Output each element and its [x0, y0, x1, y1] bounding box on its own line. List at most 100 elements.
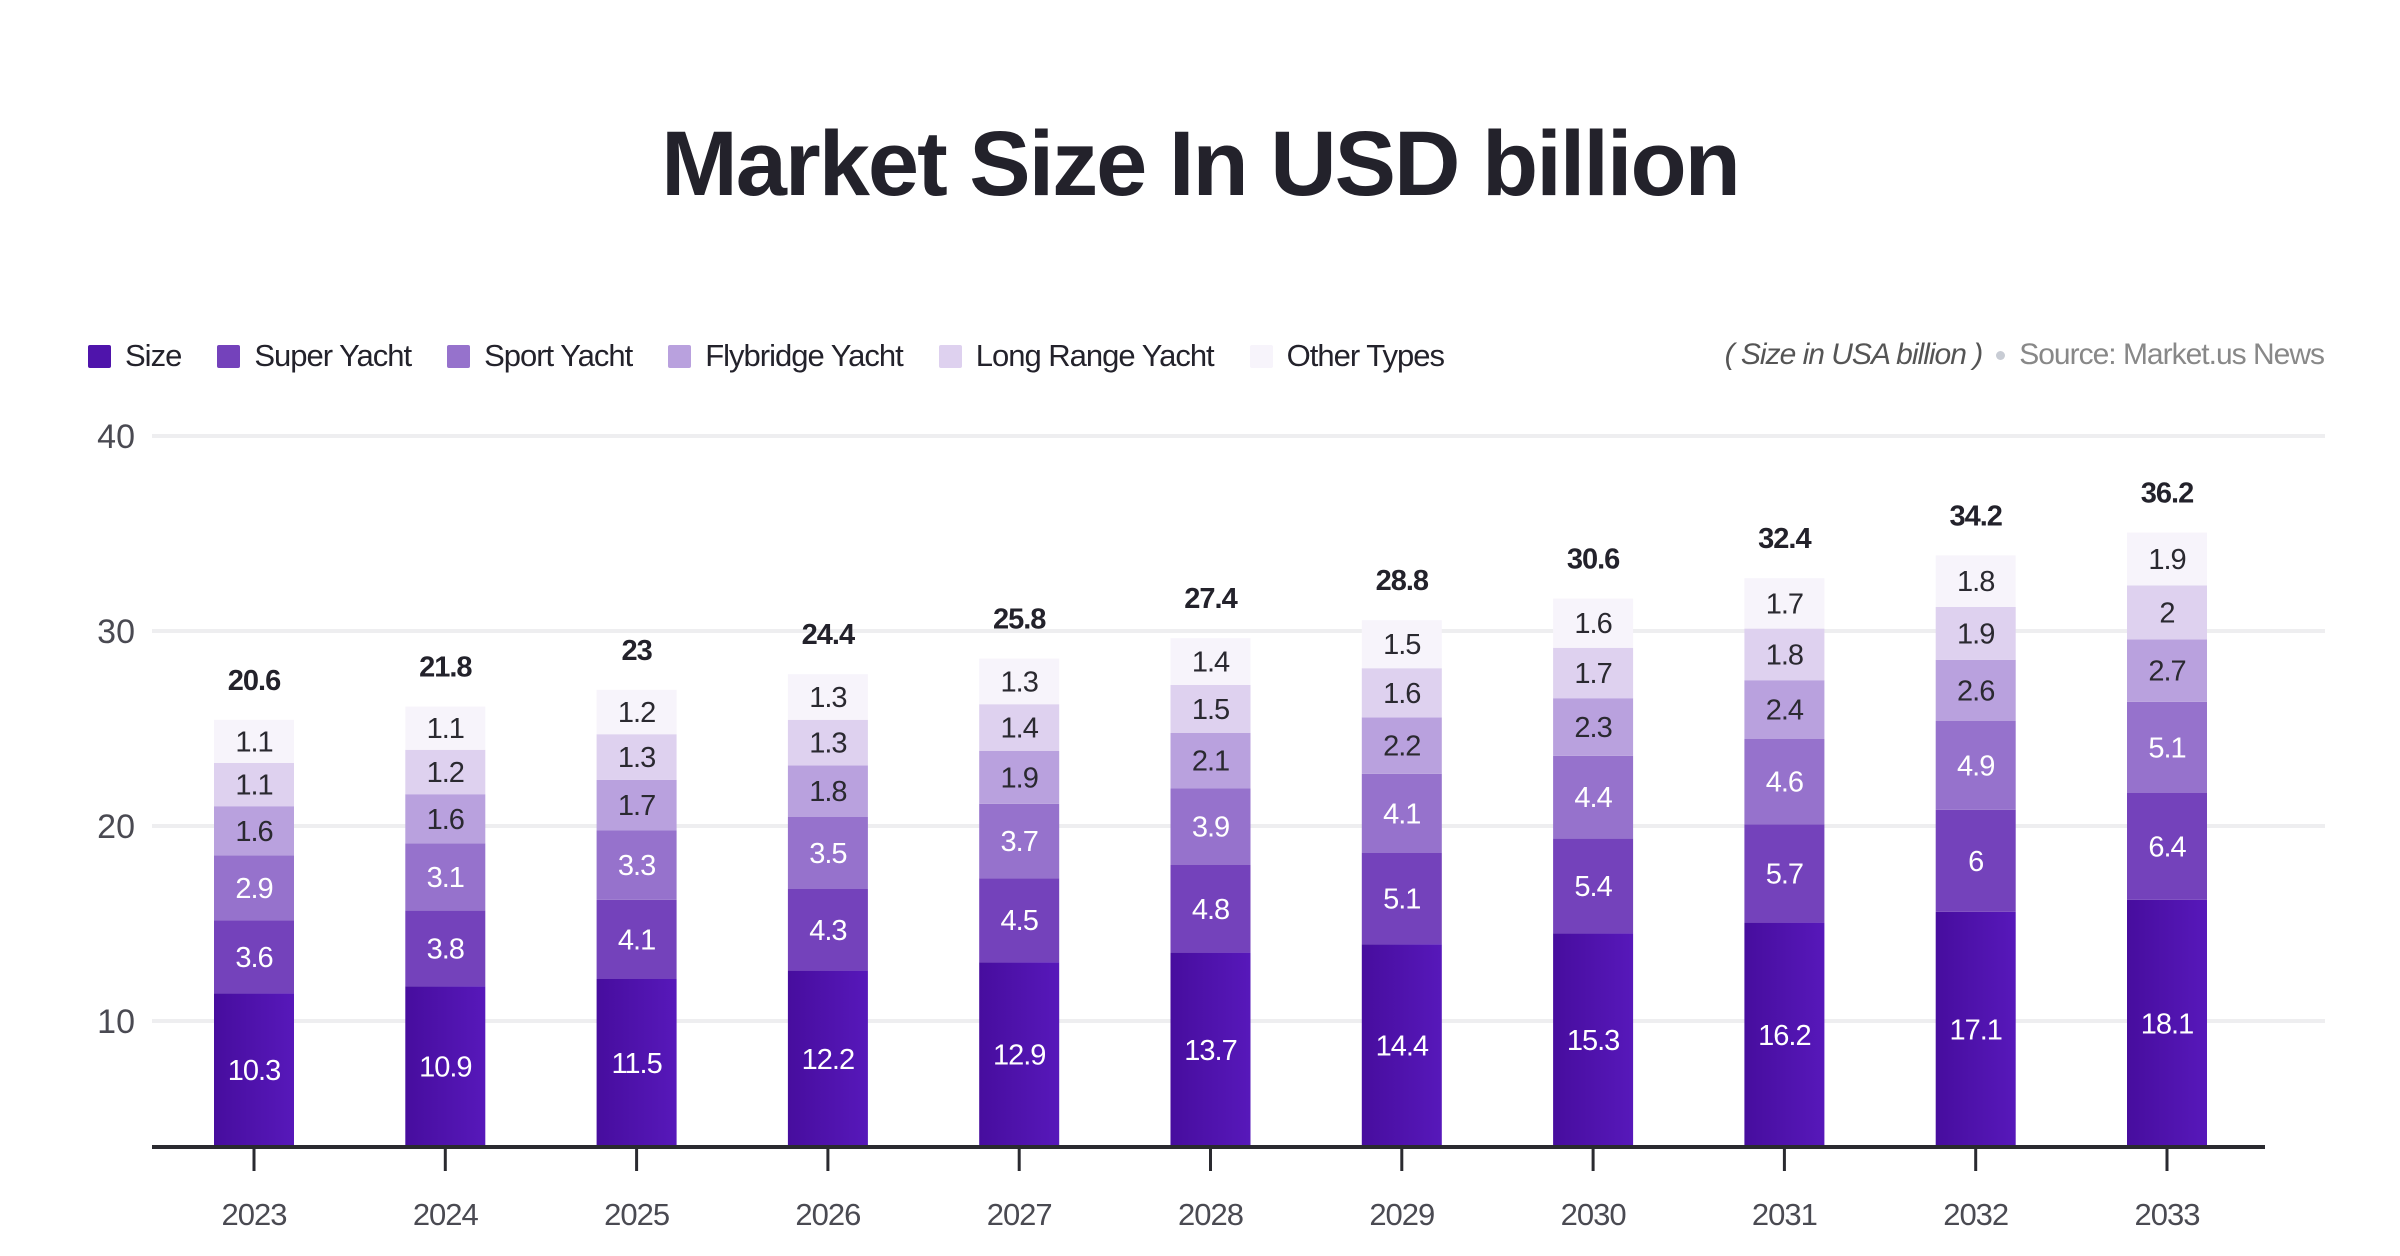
segment-value-label: 4.3 [809, 915, 846, 947]
segment-value-label: 1.1 [235, 770, 272, 802]
x-tick-label: 2027 [987, 1197, 1052, 1232]
x-tick-label: 2023 [222, 1197, 287, 1232]
bar-segment-super-yacht [1744, 824, 1825, 923]
segment-value-label: 5.7 [1766, 858, 1803, 890]
segment-value-label: 1.5 [1192, 694, 1229, 726]
segment-value-label: 3.8 [427, 933, 464, 965]
bar-segment-long-range-yacht [2127, 585, 2207, 640]
bar-segment-sport-yacht [214, 855, 294, 921]
bar-segment-long-range-yacht [979, 704, 1060, 751]
bar-segment-super-yacht [596, 899, 677, 979]
segment-value-label: 3.3 [618, 850, 655, 882]
segment-value-label: 15.3 [1567, 1025, 1619, 1057]
bar-segment-sport-yacht [1744, 739, 1825, 825]
segment-value-label: 5.1 [1383, 884, 1420, 916]
bar-segment-other-types [1935, 555, 2016, 607]
x-tick-label: 2031 [1752, 1197, 1817, 1232]
x-tick-label: 2024 [413, 1197, 479, 1232]
bar-segment-size [596, 979, 677, 1147]
x-tick-label: 2030 [1561, 1197, 1627, 1232]
total-value-label: 24.4 [802, 619, 855, 651]
legend-label: Size [125, 338, 182, 373]
legend-label: Sport Yacht [484, 338, 633, 373]
bar-segment-long-range-yacht [405, 749, 486, 795]
bar-segment-other-types [596, 689, 677, 735]
segment-value-label: 1.7 [1766, 588, 1803, 620]
segment-value-label: 13.7 [1184, 1035, 1236, 1067]
segment-value-label: 17.1 [1949, 1014, 2001, 1046]
segment-value-label: 4.9 [1957, 750, 1994, 782]
bar-segment-super-yacht [979, 878, 1060, 963]
segment-value-label: 2.1 [1192, 746, 1229, 778]
segment-value-label: 4.1 [1383, 798, 1420, 830]
legend-label: Flybridge Yacht [705, 338, 904, 373]
segment-value-label: 1.7 [1574, 658, 1611, 690]
bar-segment-flybridge-yacht [405, 794, 486, 844]
separator-dot [1996, 350, 2006, 360]
legend-swatch [668, 344, 692, 368]
segment-value-label: 1.9 [1957, 618, 1994, 650]
bar-segment-flybridge-yacht [1553, 698, 1634, 756]
segment-value-label: 1.8 [1766, 639, 1803, 671]
legend-swatch [447, 344, 471, 368]
x-tick-label: 2025 [604, 1197, 669, 1232]
legend-item-other-types: Other Types [1249, 338, 1445, 374]
y-tick-label: 10 [97, 1003, 135, 1041]
segment-value-label: 16.2 [1758, 1020, 1810, 1052]
x-tick-label: 2028 [1178, 1197, 1243, 1232]
bar-segment-flybridge-yacht [1744, 680, 1825, 739]
segment-value-label: 10.9 [419, 1052, 471, 1084]
segment-value-label: 1.5 [1383, 629, 1420, 661]
segment-value-label: 1.3 [1001, 666, 1038, 698]
legend-swatch [88, 344, 111, 368]
bar-segment-sport-yacht [2127, 701, 2207, 793]
y-tick-label: 20 [97, 808, 135, 846]
segment-value-label: 2 [2159, 597, 2174, 629]
total-value-label: 23 [621, 635, 652, 667]
segment-value-label: 2.7 [2148, 656, 2185, 688]
bar-segment-other-types [1170, 638, 1251, 685]
bar-segment-long-range-yacht [1170, 685, 1251, 733]
bar-segment-other-types [405, 706, 486, 750]
bar-segment-flybridge-yacht [787, 765, 868, 817]
bar-segment-size [787, 970, 868, 1147]
legend-item-long-range-yacht: Long Range Yacht [938, 338, 1215, 374]
legend-item-super-yacht: Super Yacht [217, 338, 412, 374]
y-tick-label: 30 [97, 613, 135, 651]
legend: Size Super Yacht Sport Yacht Flybridge Yach… [88, 338, 1480, 374]
segment-value-label: 1.3 [809, 682, 846, 714]
chart-title: Market Size In USD billion [661, 113, 1741, 215]
bar-segment-sport-yacht [405, 843, 486, 911]
bar-segment-size [2127, 899, 2207, 1147]
segment-value-label: 14.4 [1376, 1031, 1429, 1063]
bar-segment-other-types [1553, 598, 1634, 648]
segment-value-label: 2.3 [1574, 712, 1611, 744]
segment-value-label: 3.7 [1001, 826, 1038, 858]
bar-segment-flybridge-yacht [1361, 717, 1442, 774]
total-value-label: 32.4 [1758, 523, 1811, 555]
segment-value-label: 4.5 [1001, 905, 1038, 937]
segment-value-label: 1.1 [427, 713, 464, 745]
bar-segment-size [1744, 922, 1825, 1147]
bar-segment-flybridge-yacht [2127, 639, 2207, 702]
segment-value-label: 18.1 [2141, 1008, 2193, 1040]
segment-value-label: 5.4 [1574, 871, 1612, 903]
total-value-label: 25.8 [993, 604, 1046, 636]
segment-value-label: 1.2 [427, 757, 464, 789]
bar-segment-size [405, 986, 486, 1147]
legend-item-sport-yacht: Sport Yacht [447, 338, 633, 374]
bar-segment-super-yacht [787, 889, 868, 971]
total-value-label: 28.8 [1376, 565, 1429, 597]
bar-segment-sport-yacht [1170, 788, 1251, 865]
bar-segment-flybridge-yacht [214, 806, 294, 856]
bar-segment-sport-yacht [979, 803, 1060, 879]
segment-value-label: 10.3 [228, 1055, 280, 1087]
segment-value-label: 3.6 [235, 942, 272, 974]
bar-segment-super-yacht [214, 920, 294, 994]
bar-segment-other-types [214, 719, 294, 763]
bar-segment-flybridge-yacht [979, 751, 1060, 804]
segment-value-label: 2.9 [235, 873, 272, 905]
legend-label: Super Yacht [254, 338, 412, 373]
bar-segment-other-types [787, 674, 868, 720]
